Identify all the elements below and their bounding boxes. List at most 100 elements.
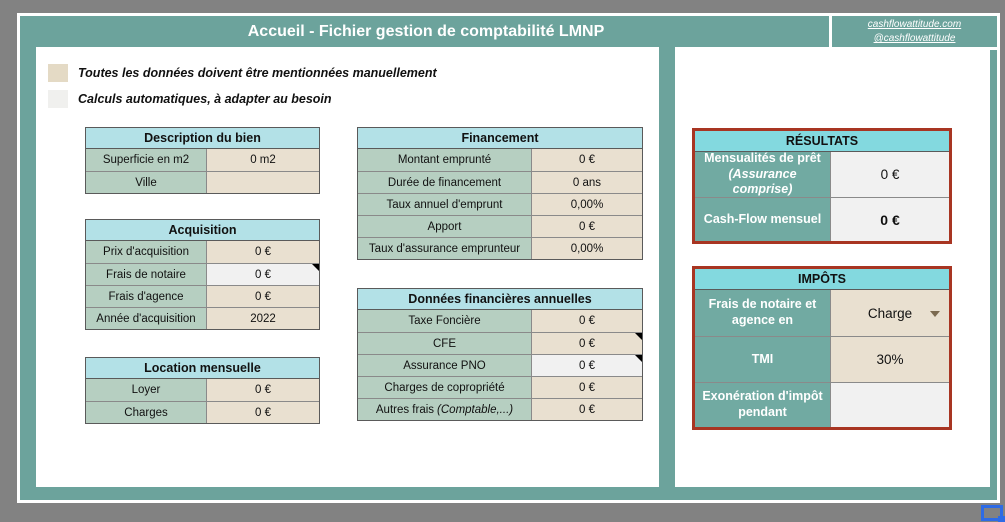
table-row: Assurance PNO 0 € (358, 354, 642, 376)
cashflow-value-cell[interactable]: 0 € (831, 198, 949, 241)
row-label: Loyer (86, 379, 207, 401)
row-label: Assurance PNO (358, 355, 532, 376)
frais-notaire-value-cell[interactable]: 0 € (207, 264, 319, 285)
row-label: CFE (358, 333, 532, 354)
table-row: Charges de copropriété 0 € (358, 376, 642, 398)
row-label: Année d'acquisition (86, 308, 207, 329)
table-row: Apport 0 € (358, 215, 642, 237)
frais-agence-value-cell[interactable]: 0 € (207, 286, 319, 307)
table-row: Année d'acquisition 2022 (86, 307, 319, 329)
mensualites-label-note: (Assurance comprise) (728, 166, 797, 197)
autres-frais-value-cell[interactable]: 0 € (532, 399, 642, 420)
table-row: Charges 0 € (86, 401, 319, 423)
row-label: Frais de notaire (86, 264, 207, 285)
row-label: Ville (86, 172, 207, 193)
row-label-text: Autres frais (375, 403, 435, 416)
row-label: Apport (358, 216, 532, 237)
panel-row: Mensualités de prêt (Assurance comprise)… (695, 151, 949, 197)
montant-emprunte-value-cell[interactable]: 0 € (532, 149, 642, 171)
page-title: Accueil - Fichier gestion de comptabilit… (20, 17, 832, 47)
apport-value-cell[interactable]: 0 € (532, 216, 642, 237)
table-row: Taux annuel d'emprunt 0,00% (358, 193, 642, 215)
row-label: Taux annuel d'emprunt (358, 194, 532, 215)
cfe-value-cell[interactable]: 0 € (532, 333, 642, 354)
social-handle-link[interactable]: @cashflowattitude (873, 33, 956, 44)
row-label: Cash-Flow mensuel (695, 198, 831, 241)
table-acquisition: Acquisition Prix d'acquisition 0 € Frais… (85, 219, 320, 330)
table-title: Acquisition (86, 220, 319, 241)
mensualites-value-cell[interactable]: 0 € (831, 152, 949, 197)
table-row: CFE 0 € (358, 332, 642, 354)
panel-title: IMPÔTS (695, 269, 949, 290)
cell-selection-outline[interactable] (981, 505, 1003, 521)
loyer-value-cell[interactable]: 0 € (207, 379, 319, 401)
row-label: Montant emprunté (358, 149, 532, 171)
table-row: Autres frais (Comptable,...) 0 € (358, 398, 642, 420)
superficie-value-cell[interactable]: 0 m2 (207, 149, 319, 171)
row-label: Durée de financement (358, 172, 532, 193)
row-label-note: (Comptable,...) (437, 403, 514, 416)
taxe-fonciere-value-cell[interactable]: 0 € (532, 310, 642, 332)
cashflow-label: Cash-Flow mensuel (703, 211, 822, 226)
row-label: Frais de notaire et agence en (695, 290, 831, 336)
table-donnees-financieres: Données financières annuelles Taxe Fonci… (357, 288, 643, 421)
table-title: Données financières annuelles (358, 289, 642, 310)
table-row: Durée de financement 0 ans (358, 171, 642, 193)
exoneration-label: Exonération d'impôt pendant (702, 389, 823, 419)
page-title-text: Accueil - Fichier gestion de comptabilit… (247, 23, 605, 40)
frais-notaire-agence-label: Frais de notaire et agence en (708, 297, 817, 327)
manual-color-swatch (48, 64, 68, 82)
taux-assurance-value-cell[interactable]: 0,00% (532, 238, 642, 259)
legend-manual-text: Toutes les données doivent être mentionn… (78, 66, 437, 80)
duree-financement-value-cell[interactable]: 0 ans (532, 172, 642, 193)
table-location-mensuelle: Location mensuelle Loyer 0 € Charges 0 € (85, 357, 320, 424)
panel-row: Cash-Flow mensuel 0 € (695, 197, 949, 241)
table-title: Financement (358, 128, 642, 149)
table-financement: Financement Montant emprunté 0 € Durée d… (357, 127, 643, 260)
dropdown-value: Charge (867, 305, 913, 321)
table-title: Location mensuelle (86, 358, 319, 379)
row-label: Taxe Foncière (358, 310, 532, 332)
panel-row: Exonération d'impôt pendant (695, 382, 949, 427)
table-row: Superficie en m2 0 m2 (86, 149, 319, 171)
selection-fill-handle[interactable] (998, 516, 1005, 522)
row-label: Charges (86, 402, 207, 423)
row-label: TMI (695, 337, 831, 382)
auto-color-swatch (48, 90, 68, 108)
table-row: Frais de notaire 0 € (86, 263, 319, 285)
panel-title: RÉSULTATS (695, 131, 949, 152)
row-label: Prix d'acquisition (86, 241, 207, 263)
website-link[interactable]: cashflowattitude.com (867, 19, 962, 30)
legend-auto-text: Calculs automatiques, à adapter au besoi… (78, 92, 332, 106)
charges-copropriete-value-cell[interactable]: 0 € (532, 377, 642, 398)
row-label: Frais d'agence (86, 286, 207, 307)
row-label: Mensualités de prêt (Assurance comprise) (695, 151, 831, 197)
frais-notaire-agence-dropdown[interactable]: Charge (831, 290, 949, 336)
tmi-label: TMI (751, 351, 774, 366)
table-description-du-bien: Description du bien Superficie en m2 0 m… (85, 127, 320, 194)
table-row: Montant emprunté 0 € (358, 149, 642, 171)
prix-acquisition-value-cell[interactable]: 0 € (207, 241, 319, 263)
panel-row: TMI 30% (695, 336, 949, 382)
annee-acquisition-value-cell[interactable]: 2022 (207, 308, 319, 329)
table-row: Taxe Foncière 0 € (358, 310, 642, 332)
assurance-pno-value-cell[interactable]: 0 € (532, 355, 642, 376)
tmi-value-cell[interactable]: 30% (831, 337, 949, 382)
table-title: Description du bien (86, 128, 319, 149)
chevron-down-icon[interactable] (930, 311, 940, 317)
taux-emprunt-value-cell[interactable]: 0,00% (532, 194, 642, 215)
ville-value-cell[interactable] (207, 172, 319, 193)
table-row: Prix d'acquisition 0 € (86, 241, 319, 263)
legend-manual: Toutes les données doivent être mentionn… (48, 64, 437, 82)
exoneration-value-cell[interactable] (831, 383, 949, 427)
panel-resultats: RÉSULTATS Mensualités de prêt (Assurance… (692, 128, 952, 244)
charges-value-cell[interactable]: 0 € (207, 402, 319, 423)
table-row: Ville (86, 171, 319, 193)
row-label: Superficie en m2 (86, 149, 207, 171)
table-row: Loyer 0 € (86, 379, 319, 401)
mensualites-label: Mensualités de prêt (704, 151, 821, 166)
legend-auto: Calculs automatiques, à adapter au besoi… (48, 90, 332, 108)
row-label: Taux d'assurance emprunteur (358, 238, 532, 259)
row-label: Autres frais (Comptable,...) (358, 399, 532, 420)
row-label: Charges de copropriété (358, 377, 532, 398)
